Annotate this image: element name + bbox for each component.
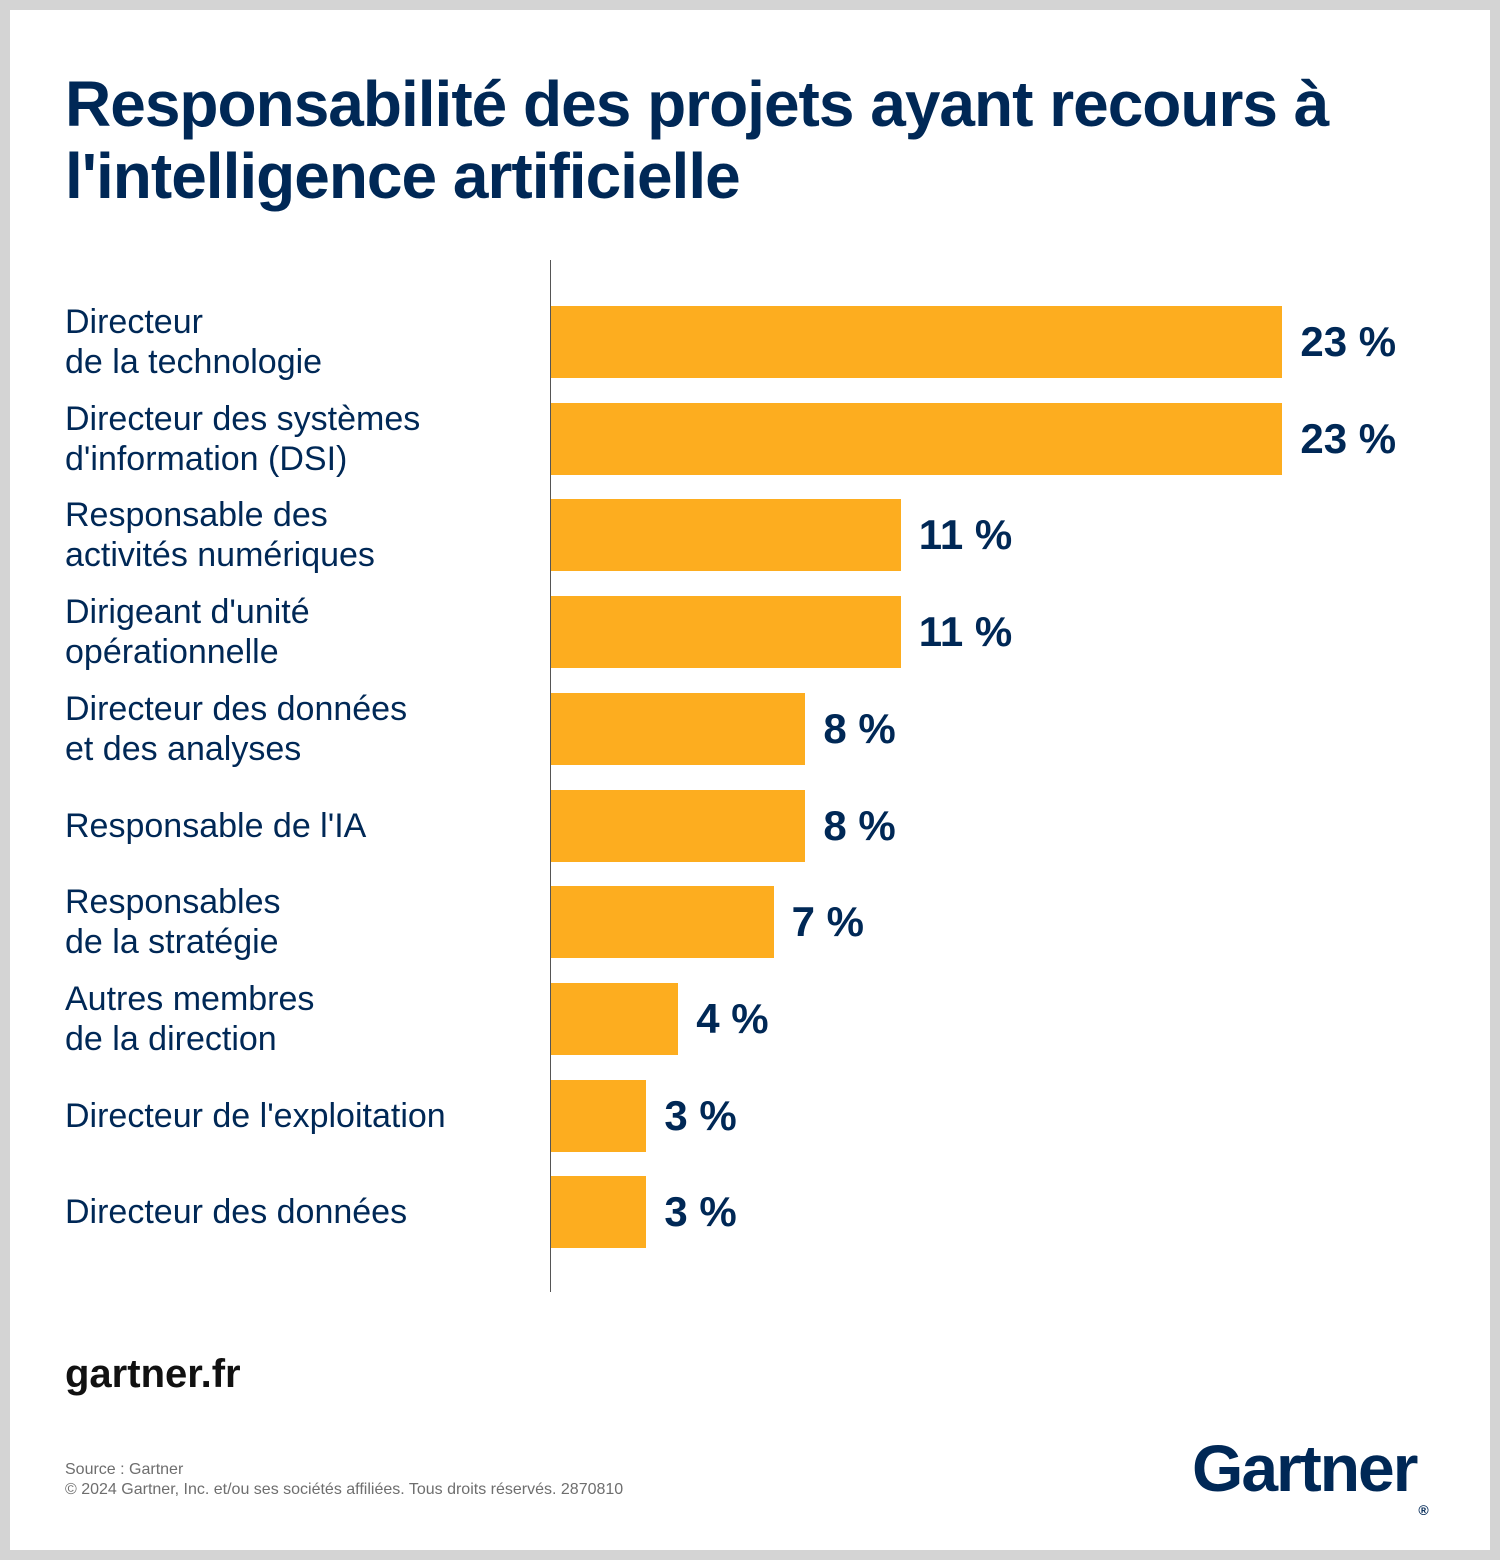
category-label: Directeur des systèmes d'information (DS… xyxy=(65,399,421,478)
category-label: Responsable des activités numériques xyxy=(65,496,375,575)
source-note: Source : Gartner xyxy=(65,1461,184,1478)
bar xyxy=(551,1079,647,1152)
logo-text: Gartner xyxy=(1192,1431,1418,1505)
value-label: 7 % xyxy=(791,898,864,946)
website-label: gartner.fr xyxy=(65,1352,241,1396)
value-label: 11 % xyxy=(918,511,1013,559)
value-label: 4 % xyxy=(696,994,769,1042)
category-label: Directeur de l'exploitation xyxy=(65,1096,446,1135)
category-label: Responsables de la stratégie xyxy=(65,883,281,962)
value-label: 23 % xyxy=(1300,318,1397,365)
category-label: Directeur des données et des analyses xyxy=(65,689,408,768)
copyright-note: © 2024 Gartner, Inc. et/ou ses sociétés … xyxy=(65,1481,624,1498)
bar xyxy=(551,596,901,669)
value-label: 3 % xyxy=(664,1091,737,1139)
gartner-logo: Gartner® xyxy=(1192,1428,1429,1550)
value-label: 23 % xyxy=(1300,414,1397,462)
value-label: 11 % xyxy=(918,608,1013,656)
bar xyxy=(551,1176,647,1249)
chart-title: Responsabilité des projets ayant recours… xyxy=(65,68,1329,212)
bar xyxy=(551,982,679,1055)
value-label: 3 % xyxy=(664,1188,737,1236)
bar xyxy=(551,402,1283,475)
bar xyxy=(551,499,901,572)
bar xyxy=(551,886,774,959)
category-label: Directeur des données xyxy=(65,1193,408,1232)
category-label: Dirigeant d'unité opérationnelle xyxy=(65,593,310,672)
bar xyxy=(551,789,806,862)
bar xyxy=(551,692,806,765)
bar xyxy=(551,306,1283,378)
category-label: Responsable de l'IA xyxy=(65,806,367,845)
category-axis-line xyxy=(550,260,551,1292)
category-label: Directeur de la technologie xyxy=(65,303,323,381)
infographic-card: Responsabilité des projets ayant recours… xyxy=(10,10,1490,1550)
registered-mark: ® xyxy=(1418,1502,1429,1518)
value-label: 8 % xyxy=(823,704,896,752)
category-label: Autres membres de la direction xyxy=(65,979,315,1058)
value-label: 8 % xyxy=(823,801,896,849)
